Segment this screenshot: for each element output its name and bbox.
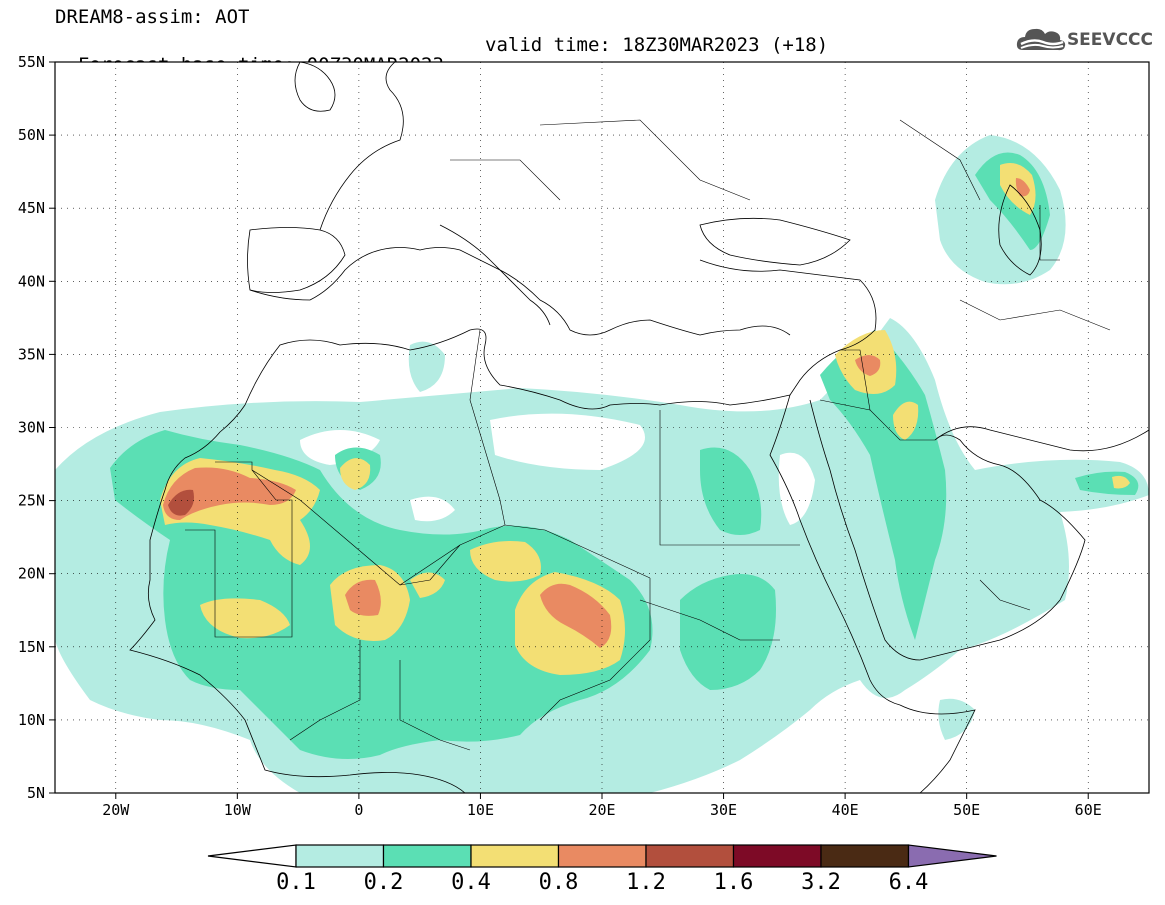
- axis-ticks: [49, 61, 1089, 799]
- aot-band-0.2: [700, 447, 762, 535]
- lon-label: 30E: [710, 801, 737, 819]
- europe-south: [249, 247, 791, 336]
- iran-east: [934, 426, 1149, 452]
- lat-label: 5N: [27, 784, 45, 802]
- aot-band-0.4: [340, 458, 371, 490]
- coastlines: [129, 62, 1149, 793]
- aot-band-0.8: [540, 583, 612, 648]
- colorbar-segment: [295, 844, 385, 868]
- aot-band-0.8: [163, 467, 296, 520]
- black-sea: [699, 217, 851, 266]
- red-sea-west: [769, 394, 901, 706]
- colorbar: [207, 844, 997, 868]
- aot-band-0.2: [680, 574, 776, 690]
- logo-text: SEEVCCC: [1066, 30, 1153, 50]
- lat-label: 50N: [18, 126, 45, 144]
- colorbar-segment: [820, 844, 910, 868]
- aot-band-1.2: [168, 489, 194, 516]
- colorbar-under-arrow: [207, 844, 297, 868]
- aot-shading: [55, 135, 1149, 793]
- colorbar-tick-label: 1.2: [626, 870, 666, 895]
- lat-label: 55N: [18, 53, 45, 71]
- aot-band-0.4: [893, 401, 919, 440]
- colorbar-segment: [732, 844, 822, 868]
- lon-label: 20W: [102, 801, 130, 819]
- lon-label: 60E: [1075, 801, 1102, 819]
- horn-africa: [899, 704, 976, 793]
- aot-band-0.1: [408, 341, 445, 392]
- arabia-gulf: [934, 434, 1086, 601]
- aot-band-0.8: [1015, 178, 1030, 197]
- lat-label: 20N: [18, 565, 45, 583]
- aot-band-0.1: [938, 698, 975, 740]
- lon-label: 10E: [467, 801, 494, 819]
- aot-band-0.4: [1112, 475, 1130, 489]
- lon-label: 50E: [953, 801, 980, 819]
- aot-band-0.8: [345, 579, 381, 616]
- lat-label: 35N: [18, 345, 45, 363]
- lon-label: 20E: [588, 801, 615, 819]
- colorbar-tick-label: 3.2: [801, 870, 841, 895]
- colorbar-tick-label: 0.2: [363, 870, 404, 895]
- colorbar-segment: [645, 844, 735, 868]
- colorbar-tick-label: 1.6: [713, 870, 754, 895]
- lat-label: 40N: [18, 272, 45, 290]
- caspian: [998, 184, 1042, 276]
- lon-label: 10W: [224, 801, 252, 819]
- colorbar-tick-label: 6.4: [888, 870, 929, 895]
- colorbar-over-arrow: [907, 844, 997, 868]
- country-borders: [185, 119, 1111, 751]
- colorbar-segment: [470, 844, 560, 868]
- iberia: [247, 227, 346, 293]
- seevccc-logo: SEEVCCC: [1015, 24, 1153, 56]
- lon-label: 40E: [832, 801, 859, 819]
- latitude-labels: 55N 50N 45N 40N 35N 30N 25N 20N 15N 10N 5N: [18, 53, 45, 802]
- colorbar-tick-label: 0.8: [538, 870, 579, 895]
- cloud-icon: [1016, 28, 1066, 51]
- colorbar-tick-label: 0.4: [451, 870, 491, 895]
- colorbar-segment: [557, 844, 647, 868]
- lat-label: 15N: [18, 638, 45, 656]
- lat-label: 30N: [18, 419, 45, 437]
- france-uk: [319, 62, 404, 231]
- med-africa-coast: [244, 328, 791, 410]
- aot-band-0.4: [470, 541, 541, 582]
- valid-time: valid time: 18Z30MAR2023 (+18): [485, 34, 829, 56]
- aot-band-0.4: [200, 598, 290, 639]
- title-product: DREAM8-assim: AOT: [55, 6, 250, 28]
- lon-label: 0: [354, 801, 363, 819]
- lat-label: 10N: [18, 711, 45, 729]
- aot-band-0.8: [855, 355, 881, 376]
- turkey-levant: [699, 259, 877, 396]
- colorbar-segment: [382, 844, 472, 868]
- graticule: [55, 62, 1149, 793]
- uk: [294, 62, 336, 112]
- africa-coast: [129, 404, 466, 793]
- italy: [439, 224, 551, 326]
- lat-label: 45N: [18, 199, 45, 217]
- lat-label: 25N: [18, 492, 45, 510]
- aot-band-0.4: [410, 572, 445, 598]
- colorbar-tick-label: 0.1: [276, 870, 316, 895]
- longitude-labels: 20W 10W 0 10E 20E 30E 40E 50E 60E: [102, 801, 1102, 819]
- red-sea-east: [809, 399, 1061, 661]
